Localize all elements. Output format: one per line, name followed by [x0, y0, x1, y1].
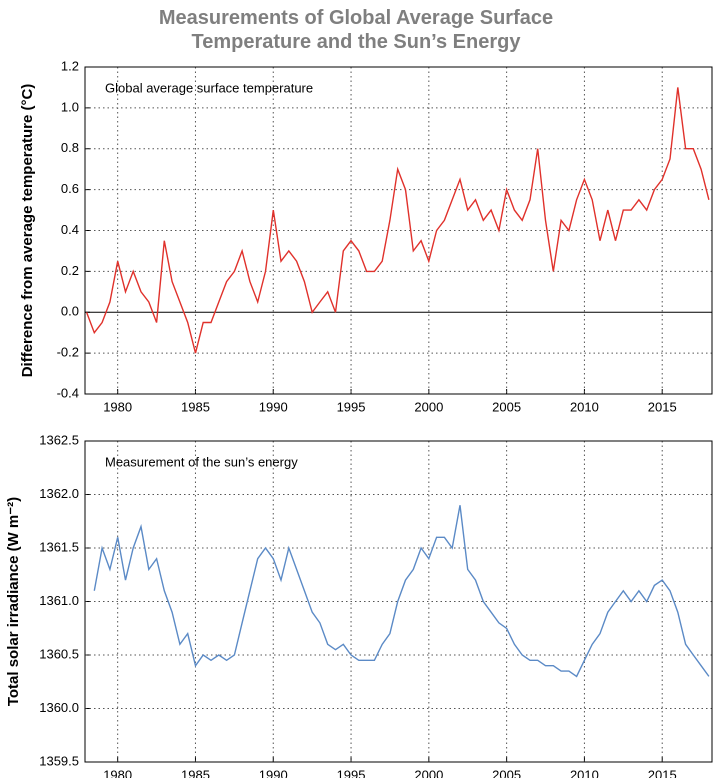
y-tick-label: 1362.0	[39, 486, 79, 501]
x-tick-label: 1980	[103, 767, 132, 778]
x-tick-label: 2000	[414, 399, 443, 414]
x-tick-label: 2005	[492, 767, 521, 778]
y-tick-label: 1361.5	[39, 539, 79, 554]
data-line	[93, 505, 710, 678]
plot-frame	[84, 66, 713, 395]
panel-label: Measurement of the sun’s energy	[105, 454, 298, 469]
y-axis-label: Difference from average temperature (°C)	[19, 84, 36, 378]
data-line	[85, 87, 710, 354]
y-tick-label: 0.6	[61, 181, 79, 196]
x-tick-label: 1990	[259, 399, 288, 414]
y-tick-label: 1359.5	[39, 753, 79, 768]
y-tick-label: 1360.5	[39, 646, 79, 661]
page-title: Measurements of Global Average Surface T…	[158, 7, 554, 53]
x-tick-label: 2005	[492, 399, 521, 414]
x-tick-label: 1985	[181, 767, 210, 778]
y-tick-label: 0.4	[61, 222, 79, 237]
x-tick-label: 2010	[570, 767, 599, 778]
panel-label: Global average surface temperature	[105, 80, 313, 95]
x-tick-label: 1990	[259, 767, 288, 778]
x-tick-label: 1985	[181, 399, 210, 414]
y-tick-label: 1361.0	[39, 593, 79, 608]
x-tick-label: 2000	[414, 767, 443, 778]
y-tick-label: 1.0	[61, 99, 79, 114]
x-tick-label: 2015	[648, 399, 677, 414]
y-tick-label: 1362.5	[39, 432, 79, 447]
x-tick-label: 2010	[570, 399, 599, 414]
y-tick-label: 0.8	[61, 140, 79, 155]
x-tick-label: 1995	[337, 767, 366, 778]
y-tick-label: 1360.0	[39, 700, 79, 715]
x-tick-label: 1980	[103, 399, 132, 414]
x-tick-label: 1995	[337, 399, 366, 414]
y-tick-label: -0.2	[57, 345, 79, 360]
plot-frame	[84, 440, 713, 763]
x-tick-label: 2015	[648, 767, 677, 778]
y-tick-label: 0.2	[61, 263, 79, 278]
y-axis-label: Total solar irradiance (W m⁻²)	[5, 497, 22, 706]
y-tick-label: 1.2	[61, 58, 79, 73]
y-tick-label: 0.0	[61, 304, 79, 319]
y-tick-label: -0.4	[57, 385, 79, 400]
